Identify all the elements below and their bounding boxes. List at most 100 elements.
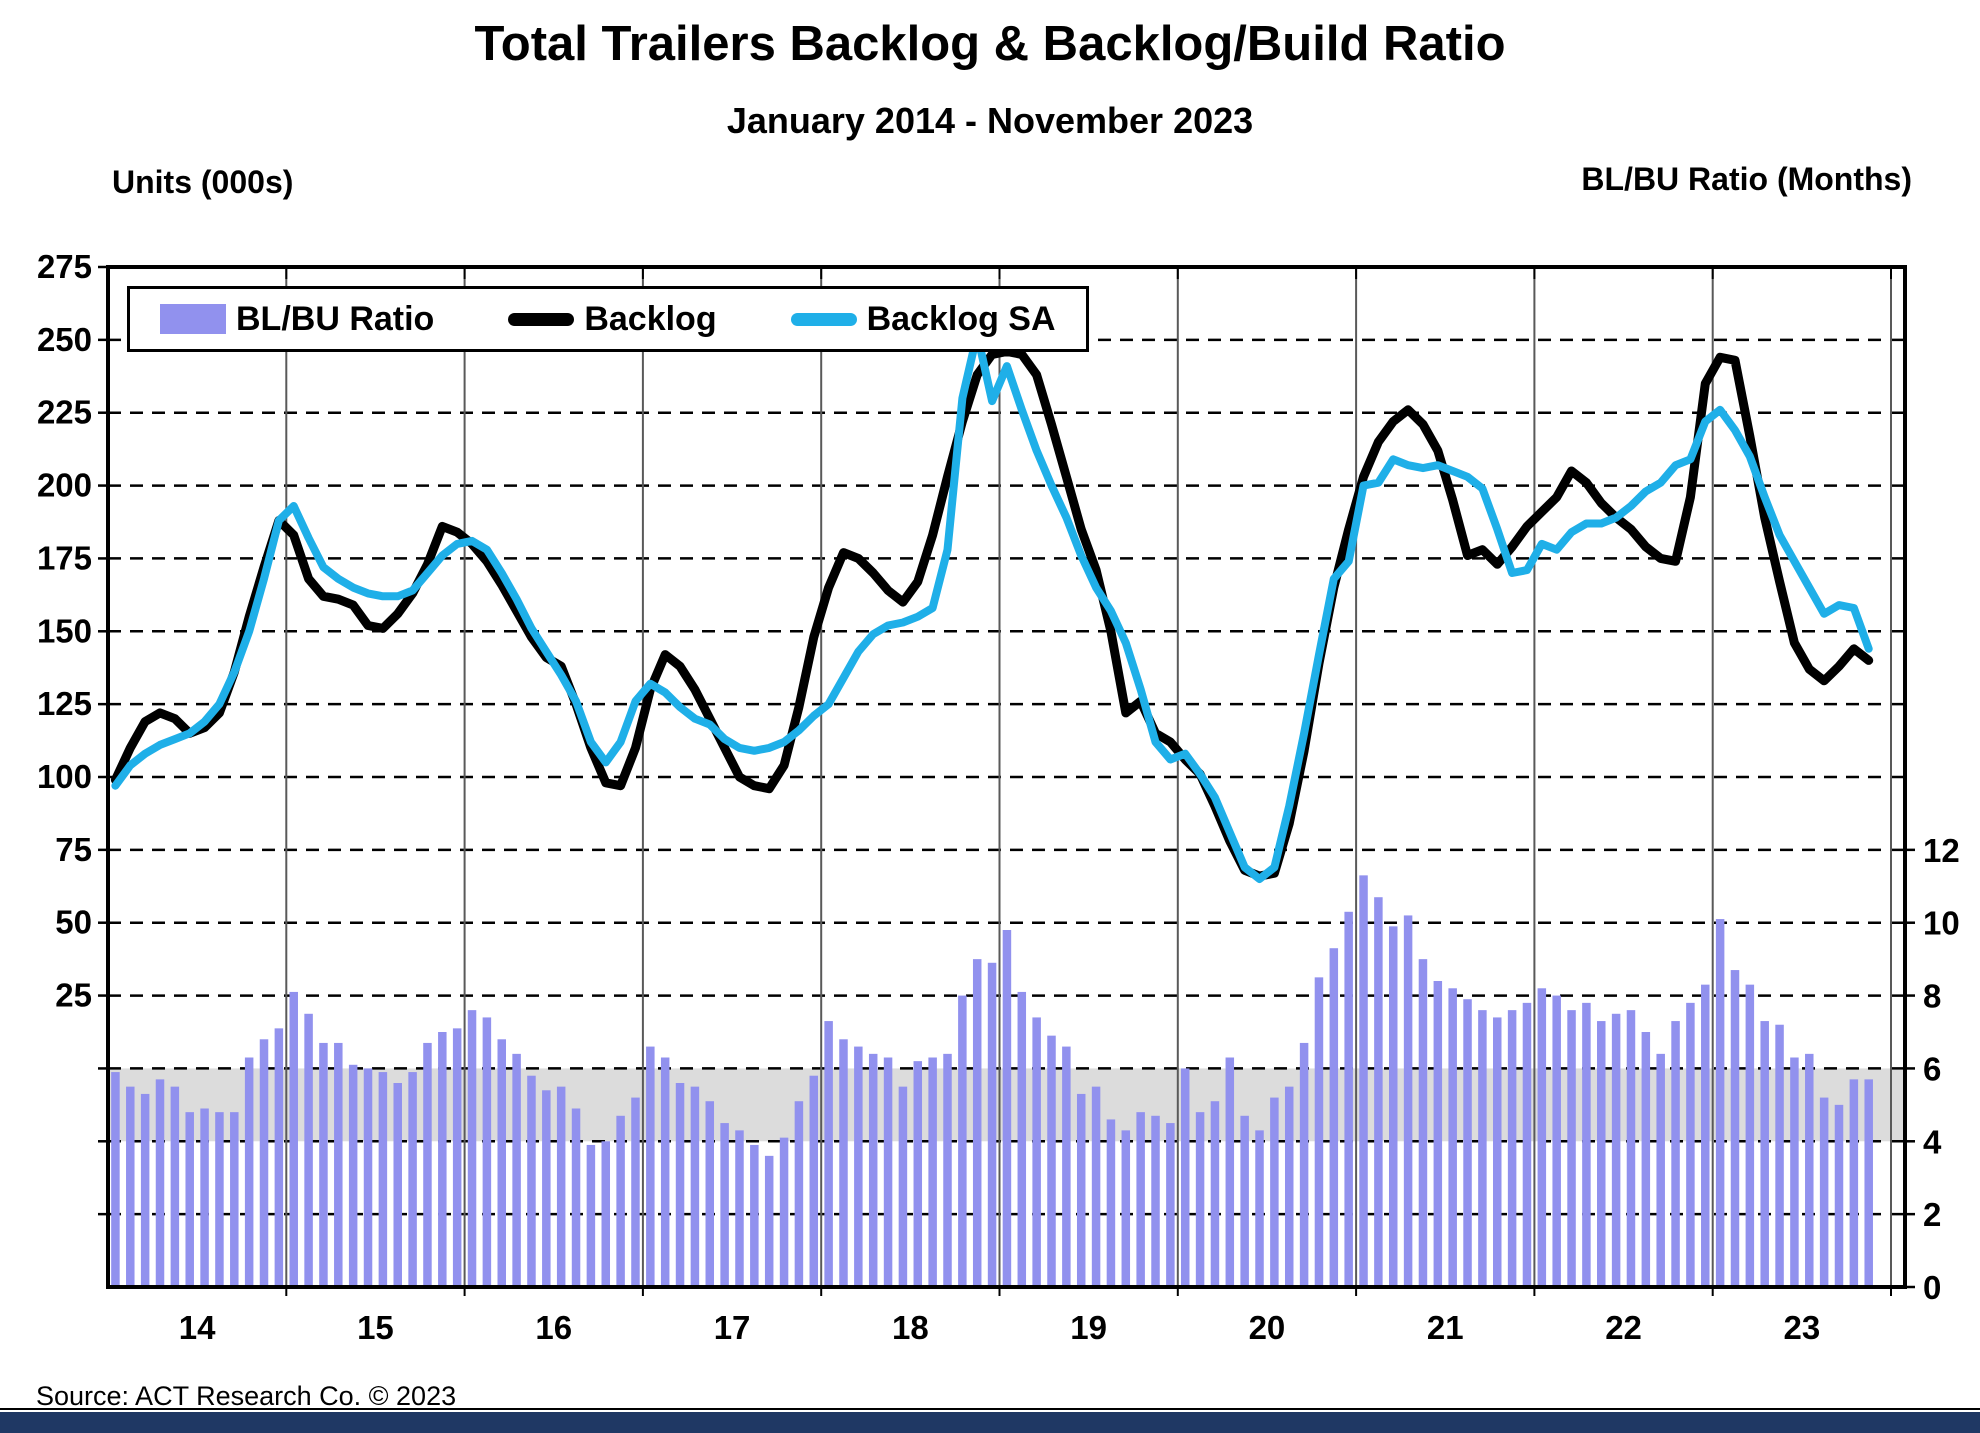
ratio-bar xyxy=(200,1108,209,1285)
ratio-bar xyxy=(705,1101,715,1285)
ratio-bar xyxy=(1151,1115,1160,1285)
ratio-bar xyxy=(1760,1021,1769,1285)
ratio-bar xyxy=(1240,1115,1249,1285)
ratio-bar xyxy=(1790,1057,1799,1285)
ratio-bar xyxy=(1270,1097,1279,1285)
left-axis-tick-labels: 25 50 75 100 125 150 175 200 225 250 275 xyxy=(37,248,92,1014)
ratio-bar xyxy=(1701,984,1710,1285)
ratio-bar xyxy=(1552,995,1561,1285)
ratio-bar xyxy=(675,1083,685,1285)
ratio-bar xyxy=(1121,1130,1131,1285)
tick-label: 125 xyxy=(37,685,92,722)
ratio-bar xyxy=(1834,1104,1844,1285)
ratio-bar xyxy=(616,1115,625,1285)
ratio-bar xyxy=(542,1090,551,1285)
tick-label: 23 xyxy=(1783,1309,1820,1346)
tick-label: 225 xyxy=(37,394,92,431)
ratio-bar xyxy=(972,959,982,1285)
ratio-bar xyxy=(1611,1013,1621,1285)
ratio-bar xyxy=(140,1093,150,1285)
ratio-bar xyxy=(1730,970,1740,1285)
ratio-bar xyxy=(185,1112,194,1285)
tick-label: 25 xyxy=(55,977,92,1014)
backlog-line xyxy=(110,347,1874,881)
legend: BL/BU Ratio Backlog Backlog SA xyxy=(127,286,1089,352)
ratio-bar xyxy=(170,1086,180,1285)
legend-item-backlog: Backlog xyxy=(508,299,717,339)
ratio-bar xyxy=(1002,930,1012,1285)
ratio-bar xyxy=(898,1086,908,1285)
ratio-bar xyxy=(1478,1010,1487,1285)
ratio-bar xyxy=(1255,1130,1264,1285)
ratio-bar xyxy=(883,1057,893,1285)
ratio-bar xyxy=(1864,1079,1873,1285)
ratio-bar xyxy=(1448,988,1457,1285)
ratio-bar xyxy=(1166,1123,1175,1285)
ratio-bar xyxy=(1507,1010,1517,1285)
ratio-bar xyxy=(348,1064,358,1285)
ratio-bar xyxy=(467,1010,477,1285)
tick-marks xyxy=(98,265,1915,1296)
ratio-bar xyxy=(230,1112,239,1285)
tick-label: 17 xyxy=(714,1309,751,1346)
ratio-bar xyxy=(319,1042,328,1285)
ratio-bar xyxy=(943,1053,952,1285)
ratio-bar xyxy=(1686,1002,1695,1285)
ratio-bar xyxy=(735,1130,744,1285)
tick-label: 50 xyxy=(55,904,92,941)
ratio-bar xyxy=(408,1072,417,1285)
ratio-bar xyxy=(111,1072,120,1285)
ratio-bar xyxy=(527,1075,536,1285)
ratio-bar xyxy=(601,1141,611,1285)
ratio-bar xyxy=(1344,911,1353,1285)
ratio-bar xyxy=(1136,1112,1145,1285)
tick-label: 175 xyxy=(37,539,92,576)
ratio-bar xyxy=(497,1039,506,1285)
backlog-line-swatch xyxy=(508,312,575,326)
ratio-bar xyxy=(660,1057,670,1285)
ratio-bar xyxy=(1433,981,1443,1285)
ratio-bar xyxy=(1062,1046,1071,1285)
ratio-bar xyxy=(438,1032,447,1285)
ratio-bar xyxy=(1195,1112,1205,1285)
ratio-bar xyxy=(1493,1017,1502,1285)
ratio-bar xyxy=(809,1075,819,1285)
ratio-bar xyxy=(779,1137,789,1285)
left-axis-title: Units (000s) xyxy=(112,164,294,200)
ratio-bar xyxy=(1849,1079,1859,1285)
footer-bar xyxy=(0,1412,1980,1433)
tick-label: 0 xyxy=(1923,1269,1941,1306)
ratio-bar xyxy=(646,1046,655,1285)
ratio-bar xyxy=(482,1017,492,1285)
tick-label: 275 xyxy=(37,248,92,285)
tick-label: 19 xyxy=(1070,1309,1107,1346)
tick-label: 21 xyxy=(1427,1309,1464,1346)
tick-label: 12 xyxy=(1923,832,1960,869)
tick-label: 250 xyxy=(37,321,92,358)
ratio-bar xyxy=(1284,1086,1294,1285)
ratio-bar xyxy=(512,1053,521,1285)
ratio-bar xyxy=(334,1042,343,1285)
ratio-bar xyxy=(631,1097,640,1285)
ratio-bar xyxy=(1388,926,1398,1285)
ratio-bar xyxy=(1656,1053,1665,1285)
tick-label: 16 xyxy=(535,1309,572,1346)
legend-label-blbu-ratio: BL/BU Ratio xyxy=(236,299,435,338)
ratio-bar xyxy=(215,1112,224,1285)
tick-label: 8 xyxy=(1923,978,1941,1015)
ratio-bar xyxy=(586,1144,596,1285)
ratio-bar xyxy=(1403,915,1413,1285)
ratio-bar xyxy=(1597,1021,1606,1285)
legend-label-backlog: Backlog xyxy=(584,299,717,338)
tick-label: 20 xyxy=(1249,1309,1286,1346)
ratio-bar xyxy=(274,1028,284,1285)
page-title: Total Trailers Backlog & Backlog/Build R… xyxy=(474,17,1506,71)
legend-item-backlog-sa: Backlog SA xyxy=(790,300,1056,339)
ratio-bar xyxy=(1091,1086,1101,1285)
ratio-bar xyxy=(868,1053,878,1285)
ratio-bar xyxy=(571,1108,581,1285)
tick-label: 10 xyxy=(1923,905,1960,942)
ratio-bar xyxy=(1032,1017,1041,1285)
